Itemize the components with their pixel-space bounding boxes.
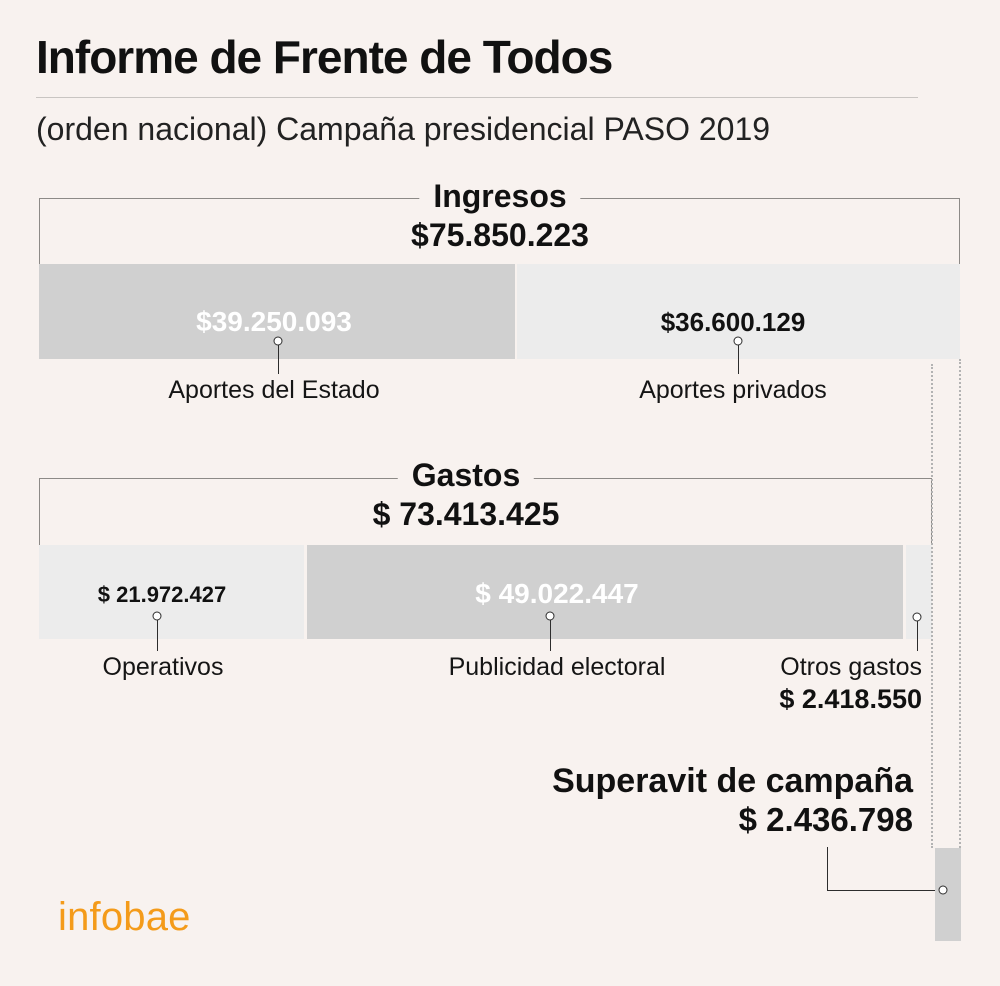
surplus-value: $ 2.436.798 — [738, 801, 913, 838]
aportes-privados-value: $36.600.129 — [660, 307, 806, 337]
surplus-marker-dot — [938, 885, 948, 895]
title-divider — [36, 97, 918, 98]
infobae-logo: infobae — [58, 895, 191, 939]
surplus-bar — [935, 848, 961, 941]
ingresos-total: $75.850.223 — [411, 217, 589, 253]
ingresos-end-dotted-line — [959, 359, 961, 848]
aportes-estado-label: Aportes del Estado — [168, 376, 380, 404]
otros-gastos-label: Otros gastos — [780, 653, 922, 681]
page-subtitle: (orden nacional) Campaña presidencial PA… — [36, 111, 771, 147]
page-title: Informe de Frente de Todos — [36, 31, 613, 83]
aportes-estado-marker-line — [278, 341, 279, 374]
publicidad-label: Publicidad electoral — [448, 653, 666, 681]
gastos-end-dotted-line — [931, 364, 933, 848]
operativos-marker-dot — [152, 611, 162, 621]
operativos-value: $ 21.972.427 — [97, 582, 227, 607]
operativos-label: Operativos — [102, 653, 224, 681]
surplus-connector-line — [827, 847, 943, 891]
gastos-total: $ 73.413.425 — [372, 496, 560, 532]
aportes-privados-marker-line — [738, 341, 739, 374]
otros-gastos-marker-dot — [912, 612, 922, 622]
publicidad-marker-dot — [545, 611, 555, 621]
aportes-privados-marker-dot — [733, 336, 743, 346]
publicidad-marker-line — [550, 616, 551, 651]
otros-gastos-marker-line — [917, 617, 918, 651]
gastos-title: Gastos — [397, 459, 535, 491]
aportes-estado-value: $39.250.093 — [196, 306, 352, 337]
otros-gastos-bar — [906, 545, 932, 639]
operativos-marker-line — [157, 616, 158, 651]
aportes-estado-marker-dot — [273, 336, 283, 346]
publicidad-bar — [307, 545, 903, 639]
publicidad-value: $ 49.022.447 — [475, 578, 639, 609]
otros-gastos-value: $ 2.418.550 — [779, 684, 922, 714]
aportes-privados-label: Aportes privados — [639, 376, 827, 404]
surplus-title: Superavit de campaña — [552, 762, 913, 800]
ingresos-title: Ingresos — [419, 180, 581, 212]
operativos-bar — [39, 545, 304, 639]
